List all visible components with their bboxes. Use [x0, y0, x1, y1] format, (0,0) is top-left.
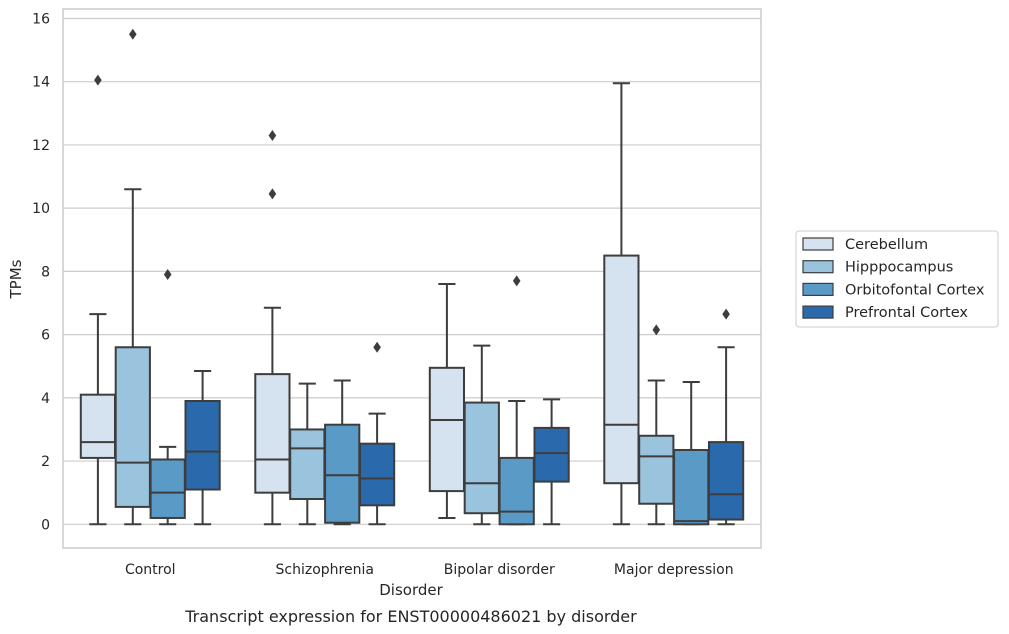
- box-plot-group: [498, 275, 535, 526]
- box-plot-group: [254, 129, 291, 526]
- legend-swatch: [802, 260, 834, 274]
- outlier-point: [722, 308, 730, 320]
- box-plot-group: [603, 82, 640, 526]
- outlier-point: [512, 275, 521, 287]
- legend-frame: [795, 230, 999, 328]
- legend: Cerebellum Hipppocampus Orbitofontal Corte…: [795, 230, 999, 328]
- legend-swatch: [802, 305, 834, 319]
- box: [358, 442, 396, 507]
- box: [603, 254, 640, 485]
- box: [79, 393, 117, 459]
- y-tick-labels: 0 2 4 6 8 10 12 14 16: [32, 11, 50, 533]
- y-tick-label: 8: [41, 264, 50, 280]
- box-plot-group: [707, 308, 745, 526]
- box-plot-group: [289, 382, 326, 526]
- box-plot-group: [114, 28, 151, 526]
- box-plot-group: [673, 381, 710, 526]
- boxes-layer: [79, 28, 745, 526]
- outlier-point: [163, 269, 172, 281]
- x-tick-label: Major depression: [614, 562, 734, 578]
- box: [114, 346, 151, 508]
- x-tick-labels: Control Schizophrenia Bipolar disorder Majo…: [125, 562, 734, 578]
- outlier-point: [373, 341, 381, 353]
- box: [533, 426, 570, 483]
- chart-caption: Transcript expression for ENST0000048602…: [184, 607, 637, 626]
- legend-swatch: [802, 282, 834, 296]
- box-plot-group: [79, 74, 117, 526]
- y-tick-label: 16: [32, 11, 50, 27]
- x-axis-title: Disorder: [379, 581, 443, 599]
- outlier-point: [652, 324, 661, 336]
- box-plot-group: [184, 369, 221, 526]
- x-tick-label: Control: [125, 562, 176, 578]
- box-plot-group: [149, 269, 186, 526]
- box-plot-group: [463, 344, 500, 526]
- box: [324, 423, 361, 524]
- y-tick-label: 0: [41, 517, 50, 533]
- box-plot-group: [428, 283, 466, 519]
- outlier-point: [268, 188, 277, 200]
- box-plot-group: [638, 324, 675, 526]
- box: [149, 458, 186, 519]
- box-plot-group: [324, 379, 361, 526]
- plot-frame: [62, 8, 762, 549]
- legend-swatch: [802, 237, 834, 251]
- legend-label: Prefrontal Cortex: [845, 305, 968, 321]
- y-tick-label: 2: [41, 454, 50, 470]
- box: [638, 434, 675, 505]
- x-tick-label: Bipolar disorder: [444, 562, 555, 578]
- box-plot-group: [358, 341, 396, 526]
- y-tick-label: 14: [32, 75, 50, 91]
- box: [498, 456, 535, 526]
- box-plot-group: [533, 398, 570, 526]
- box: [254, 373, 291, 494]
- legend-label: Hipppocampus: [845, 260, 953, 276]
- outlier-point: [129, 28, 137, 40]
- x-tick-label: Schizophrenia: [276, 562, 374, 578]
- outlier-point: [94, 74, 102, 86]
- y-tick-label: 4: [41, 391, 50, 407]
- box: [428, 366, 466, 493]
- box: [289, 428, 326, 500]
- legend-label: Cerebellum: [845, 237, 928, 253]
- box: [184, 400, 221, 491]
- y-axis-title: TPMs: [7, 259, 25, 299]
- y-tick-label: 10: [32, 201, 50, 217]
- legend-label: Orbitofontal Cortex: [845, 282, 985, 298]
- y-tick-label: 6: [41, 328, 50, 344]
- y-tick-label: 12: [32, 138, 50, 154]
- box: [673, 449, 710, 526]
- outlier-point: [268, 129, 277, 141]
- box: [463, 401, 500, 515]
- box: [707, 441, 745, 521]
